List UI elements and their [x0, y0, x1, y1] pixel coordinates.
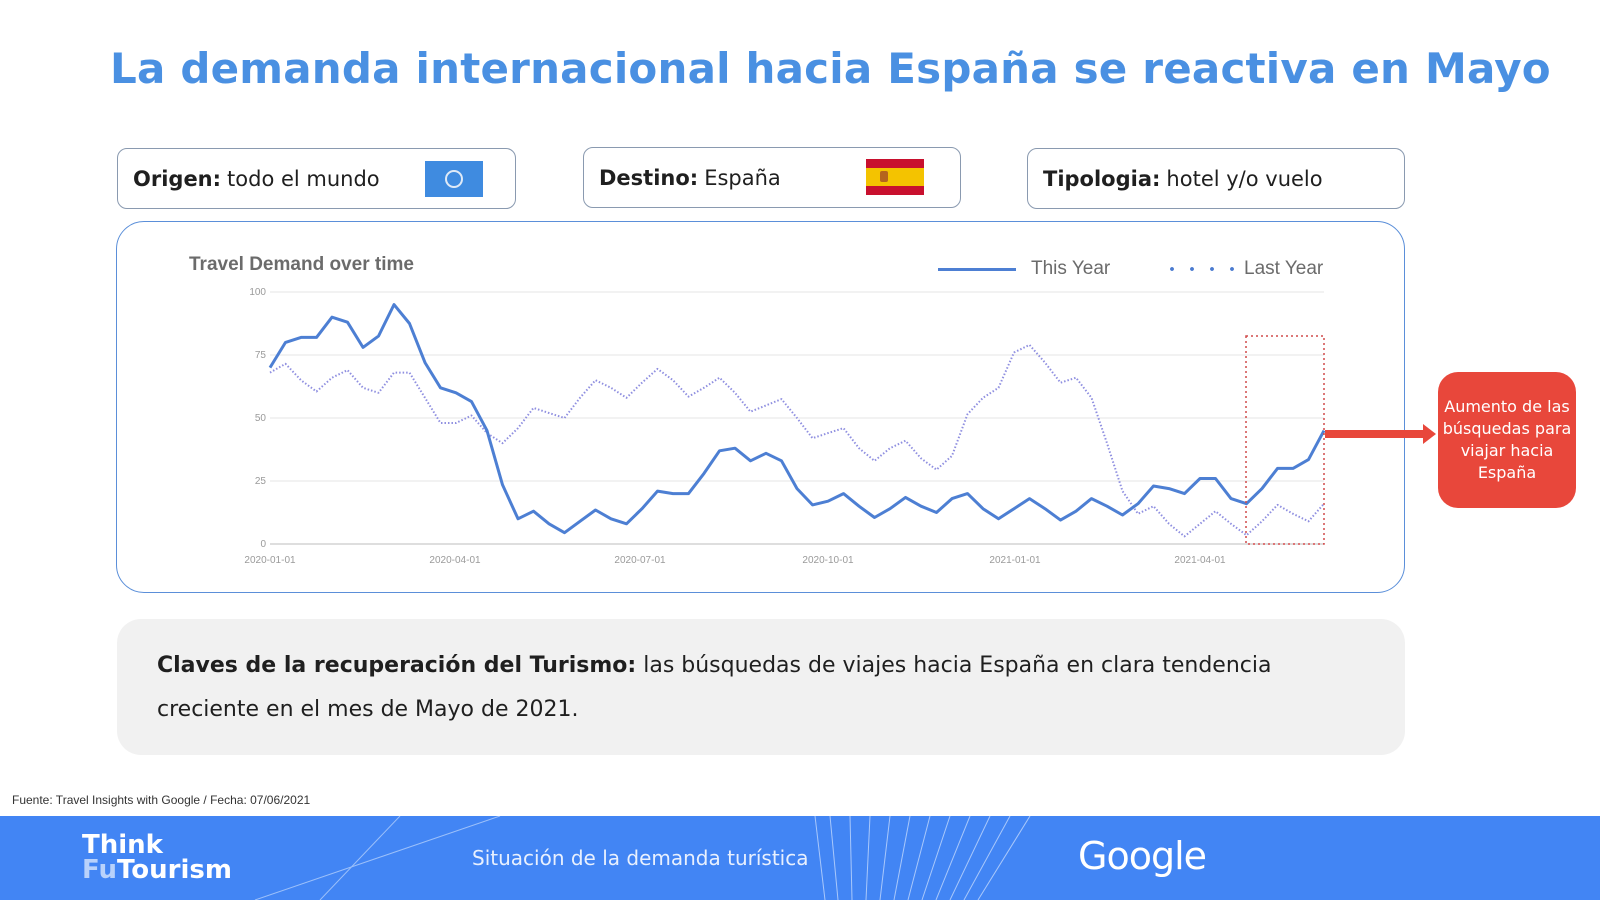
legend-last-year: Last Year — [1162, 258, 1323, 280]
key-insight-box: Claves de la recuperación del Turismo: l… — [117, 619, 1405, 755]
chart-title: Travel Demand over time — [189, 254, 414, 275]
destination-label: Destino: — [599, 165, 699, 190]
origin-value: todo el mundo — [227, 166, 380, 191]
destination-value: España — [704, 165, 781, 190]
legend-this-year: This Year — [938, 258, 1110, 280]
solid-line-icon — [938, 267, 1016, 271]
type-label: Tipologia: — [1043, 166, 1161, 191]
un-flag-icon — [425, 161, 483, 197]
key-insight-text: las búsquedas de viajes hacia España en … — [157, 653, 1272, 722]
source-note: Fuente: Travel Insights with Google / Fe… — [12, 793, 311, 807]
key-insight-heading: Claves de la recuperación del Turismo: — [157, 653, 637, 678]
google-logo: Google — [1078, 834, 1207, 878]
dotted-line-icon — [1162, 267, 1242, 271]
type-filter: Tipologia: hotel y/o vuelo — [1027, 148, 1405, 209]
arrow-head-icon — [1423, 424, 1436, 444]
destination-filter: Destino: España — [583, 147, 961, 208]
think-futourism-logo: Think FuTourism — [82, 830, 232, 885]
spain-flag-icon — [866, 159, 924, 195]
page-title: La demanda internacional hacia España se… — [110, 44, 1551, 93]
origin-filter: Origen: todo el mundo — [117, 148, 516, 209]
origin-label: Origen: — [133, 166, 222, 191]
footer-bar: Think FuTourism Situación de la demanda … — [0, 816, 1600, 900]
type-value: hotel y/o vuelo — [1166, 166, 1323, 191]
footer-subtitle: Situación de la demanda turística — [472, 846, 809, 870]
callout-box: Aumento de las búsquedas para viajar hac… — [1438, 372, 1576, 508]
footer-decoration — [254, 816, 1031, 900]
